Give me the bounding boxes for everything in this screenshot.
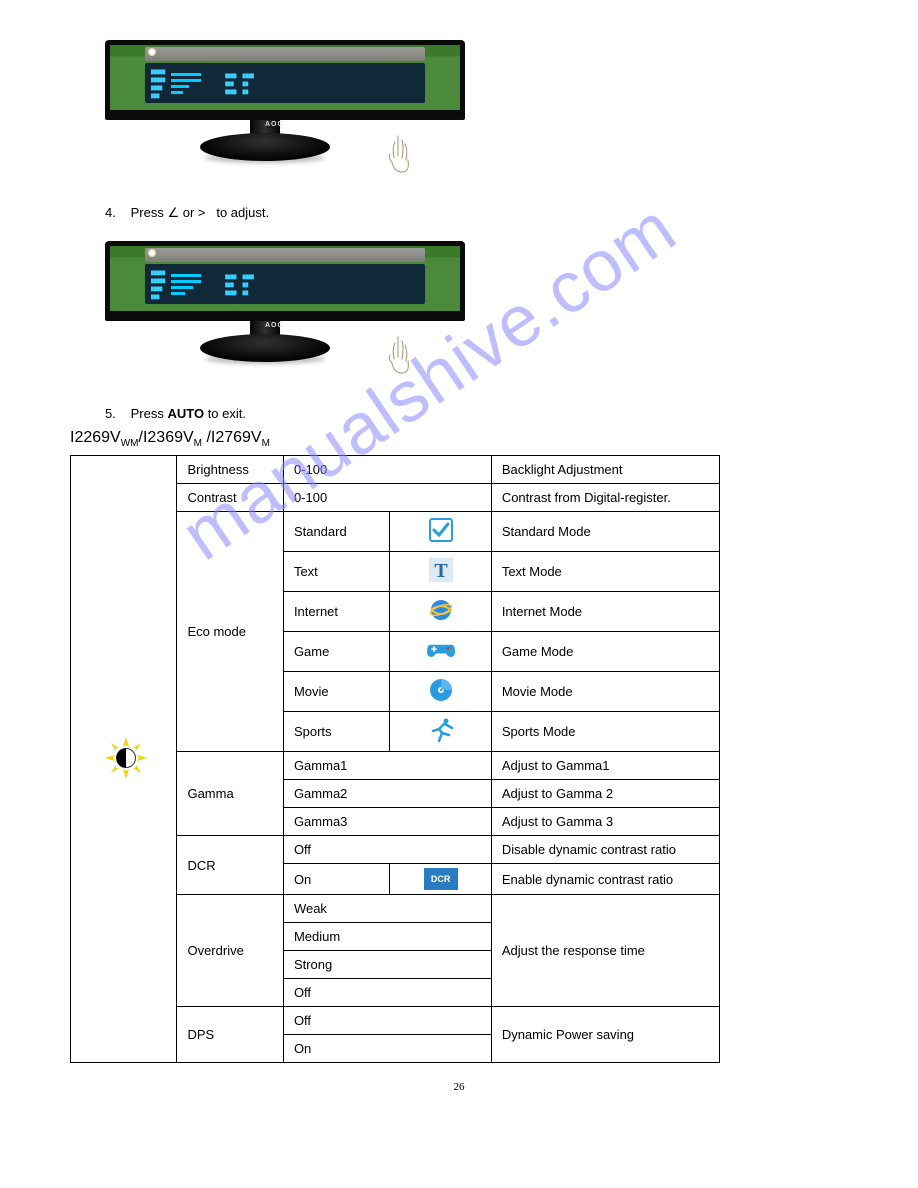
gamepad-icon xyxy=(390,632,491,672)
dps-option: Off xyxy=(283,1007,491,1035)
osd-settings-table: Brightness 0-100 Backlight Adjustment Co… xyxy=(70,455,720,1063)
overdrive-option: Weak xyxy=(283,895,491,923)
step-text-post: to exit. xyxy=(204,406,246,421)
eco-option: Movie xyxy=(283,672,389,712)
eco-option: Sports xyxy=(283,712,389,752)
overdrive-desc: Adjust the response time xyxy=(491,895,719,1007)
eco-desc: Movie Mode xyxy=(491,672,719,712)
dcr-desc: Enable dynamic contrast ratio xyxy=(491,864,719,895)
eco-desc: Game Mode xyxy=(491,632,719,672)
eco-desc: Sports Mode xyxy=(491,712,719,752)
instruction-step-5: 5. Press AUTO to exit. xyxy=(105,406,848,421)
setting-value: 0-100 xyxy=(283,484,491,512)
overdrive-option: Medium xyxy=(283,923,491,951)
dcr-option: Off xyxy=(283,836,491,864)
step-text-pre: Press xyxy=(131,406,168,421)
checkbox-icon xyxy=(390,512,491,552)
eco-desc: Standard Mode xyxy=(491,512,719,552)
overdrive-option: Strong xyxy=(283,951,491,979)
hand-pointer-icon xyxy=(380,128,420,178)
monitor-figure-1: █████████████████ ███████████ ████████ A… xyxy=(105,40,848,185)
gamma-option: Gamma2 xyxy=(283,780,491,808)
hand-pointer-icon xyxy=(380,329,420,379)
setting-label: Brightness xyxy=(177,456,283,484)
setting-desc: Contrast from Digital-register. xyxy=(491,484,719,512)
svg-text:T: T xyxy=(434,560,448,582)
page-number: 26 xyxy=(70,1081,848,1093)
eco-option: Game xyxy=(283,632,389,672)
setting-desc: Backlight Adjustment xyxy=(491,456,719,484)
ie-icon xyxy=(390,592,491,632)
step-number: 4. xyxy=(105,205,127,220)
setting-label: Eco mode xyxy=(177,512,283,752)
eco-option: Standard xyxy=(283,512,389,552)
setting-label: DCR xyxy=(177,836,283,895)
monitor-brand-logo: AOC xyxy=(265,322,284,329)
monitor-figure-2: █████████████████ ███████████ ████████ A… xyxy=(105,241,848,386)
table-row: Brightness 0-100 Backlight Adjustment xyxy=(71,456,720,484)
dps-option: On xyxy=(283,1035,491,1063)
setting-label: Contrast xyxy=(177,484,283,512)
step-text-bold: AUTO xyxy=(167,406,204,421)
eco-desc: Text Mode xyxy=(491,552,719,592)
gamma-option: Gamma1 xyxy=(283,752,491,780)
gamma-option: Gamma3 xyxy=(283,808,491,836)
instruction-step-4: 4. Press ∠ or > to adjust. xyxy=(105,205,848,221)
setting-label: DPS xyxy=(177,1007,283,1063)
disc-icon xyxy=(390,672,491,712)
overdrive-option: Off xyxy=(283,979,491,1007)
category-icon-cell xyxy=(71,456,177,1063)
eco-option: Text xyxy=(283,552,389,592)
text-t-icon: T xyxy=(390,552,491,592)
dcr-icon: DCR xyxy=(390,864,491,895)
dcr-desc: Disable dynamic contrast ratio xyxy=(491,836,719,864)
step-number: 5. xyxy=(105,406,127,421)
setting-label: Overdrive xyxy=(177,895,283,1007)
model-line: I2269VWM/I2369VM /I2769VM xyxy=(70,429,848,449)
eco-desc: Internet Mode xyxy=(491,592,719,632)
setting-label: Gamma xyxy=(177,752,283,836)
brightness-sun-icon xyxy=(103,735,145,777)
dps-desc: Dynamic Power saving xyxy=(491,1007,719,1063)
gamma-desc: Adjust to Gamma 3 xyxy=(491,808,719,836)
setting-value: 0-100 xyxy=(283,456,491,484)
dcr-option: On xyxy=(283,864,389,895)
gamma-desc: Adjust to Gamma 2 xyxy=(491,780,719,808)
gamma-desc: Adjust to Gamma1 xyxy=(491,752,719,780)
manual-page: █████████████████ ███████████ ████████ A… xyxy=(0,0,918,1103)
runner-icon xyxy=(390,712,491,752)
eco-option: Internet xyxy=(283,592,389,632)
step-text: Press ∠ or > to adjust. xyxy=(131,205,269,220)
monitor-brand-logo: AOC xyxy=(265,121,284,128)
